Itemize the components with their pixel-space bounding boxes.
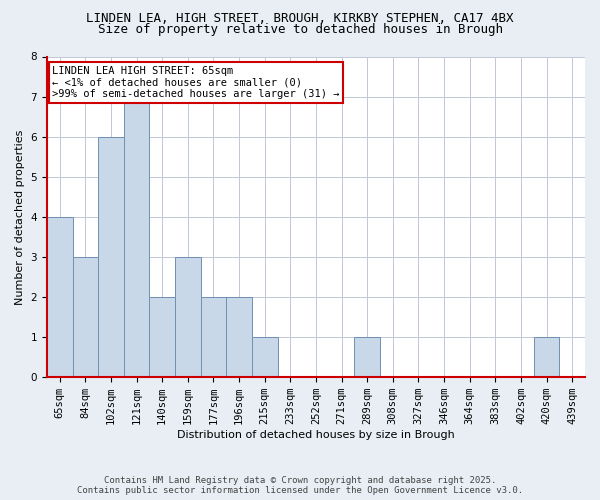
Bar — [124, 96, 149, 377]
Bar — [355, 337, 380, 377]
Bar — [534, 337, 559, 377]
Bar — [226, 297, 252, 377]
Bar — [73, 257, 98, 377]
Bar — [47, 217, 73, 377]
Text: LINDEN LEA HIGH STREET: 65sqm
← <1% of detached houses are smaller (0)
>99% of s: LINDEN LEA HIGH STREET: 65sqm ← <1% of d… — [52, 66, 340, 100]
Bar — [175, 257, 200, 377]
Bar — [200, 297, 226, 377]
Bar — [252, 337, 278, 377]
Text: Size of property relative to detached houses in Brough: Size of property relative to detached ho… — [97, 22, 503, 36]
Text: LINDEN LEA, HIGH STREET, BROUGH, KIRKBY STEPHEN, CA17 4BX: LINDEN LEA, HIGH STREET, BROUGH, KIRKBY … — [86, 12, 514, 26]
Text: Contains HM Land Registry data © Crown copyright and database right 2025.
Contai: Contains HM Land Registry data © Crown c… — [77, 476, 523, 495]
X-axis label: Distribution of detached houses by size in Brough: Distribution of detached houses by size … — [177, 430, 455, 440]
Bar — [149, 297, 175, 377]
Y-axis label: Number of detached properties: Number of detached properties — [15, 129, 25, 304]
Bar — [98, 136, 124, 377]
